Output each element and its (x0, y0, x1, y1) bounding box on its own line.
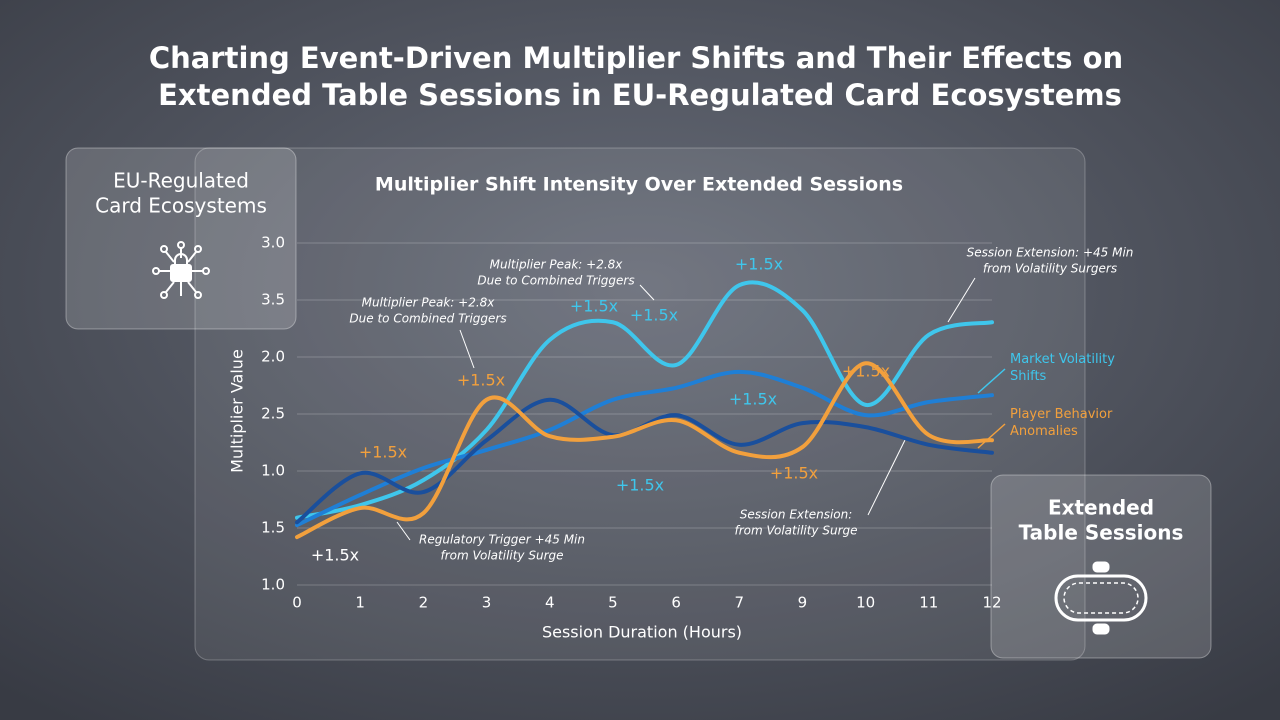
annotation: Multiplier Peak: +2.8x (362, 296, 496, 310)
annotation: +1.5x (616, 476, 664, 495)
x-tick-label: 1 (355, 594, 365, 612)
card-label: EU-Regulated (113, 169, 249, 193)
x-tick-label: 3 (482, 594, 492, 612)
annotation: Regulatory Trigger +45 Min (419, 533, 585, 547)
y-tick-label: 1.5 (261, 519, 285, 537)
series-line (295, 280, 994, 520)
annotation: Session Extension: +45 Min (967, 246, 1134, 260)
y-axis-label: Multiplier Value (228, 349, 247, 473)
annotation: +1.5x (735, 255, 783, 274)
x-tick-label: 10 (856, 594, 875, 612)
table-icon (1054, 561, 1148, 635)
page-title: Extended Table Sessions in EU-Regulated … (158, 78, 1122, 112)
annotation: from Volatility Surgers (983, 262, 1117, 276)
x-tick-label: 7 (734, 594, 744, 612)
annotation: +1.5x (359, 443, 407, 462)
annotation: +1.5x (842, 362, 890, 381)
y-tick-label: 3.0 (261, 234, 285, 252)
x-tick-label: 5 (608, 594, 618, 612)
page-title: Charting Event-Driven Multiplier Shifts … (149, 41, 1123, 75)
card-label: Card Ecosystems (95, 194, 267, 218)
lock-icon (152, 241, 210, 299)
series-line (295, 361, 994, 540)
annotation: Multiplier Peak: +2.8x (490, 258, 624, 272)
annotation: +1.5x (457, 371, 505, 390)
annotation: Due to Combined Triggers (477, 274, 634, 288)
annotation: from Volatility Surge (734, 524, 857, 538)
x-tick-label: 6 (671, 594, 681, 612)
y-tick-label: 1.0 (261, 576, 285, 594)
annotation: +1.5x (570, 297, 618, 316)
x-tick-label: 0 (292, 594, 302, 612)
annotation: Due to Combined Triggers (349, 312, 506, 326)
chart-title: Multiplier Shift Intensity Over Extended… (375, 174, 903, 196)
x-tick-label: 11 (919, 594, 938, 612)
legend-arrow (977, 423, 1006, 449)
annotation: +1.5x (770, 464, 818, 483)
x-tick-label: 4 (545, 594, 555, 612)
series-line (295, 369, 994, 528)
card-label: Extended (1048, 496, 1154, 520)
x-tick-label: 9 (798, 594, 808, 612)
annotation: +1.5x (311, 546, 359, 565)
x-tick-label: 12 (982, 594, 1001, 612)
legend-entry: Market Volatility Shifts (1010, 352, 1115, 384)
annotation: from Volatility Surge (440, 549, 563, 563)
annotation: +1.5x (729, 390, 777, 409)
card-label: Table Sessions (1019, 521, 1184, 545)
x-axis-label: Session Duration (Hours) (542, 623, 742, 642)
y-tick-label: 2.0 (261, 348, 285, 366)
left-card (65, 147, 297, 330)
leader-lines (396, 277, 976, 541)
x-tick-label: 2 (419, 594, 429, 612)
annotation: +1.5x (630, 306, 678, 325)
y-tick-label: 3.5 (261, 291, 285, 309)
legend-arrow (977, 368, 1006, 394)
y-tick-label: 2.5 (261, 405, 285, 423)
annotation: Session Extension: (740, 508, 853, 522)
y-tick-label: 1.0 (261, 462, 285, 480)
chart-panel (194, 147, 1086, 661)
legend-entry: Player Behavior Anomalies (1010, 407, 1113, 439)
